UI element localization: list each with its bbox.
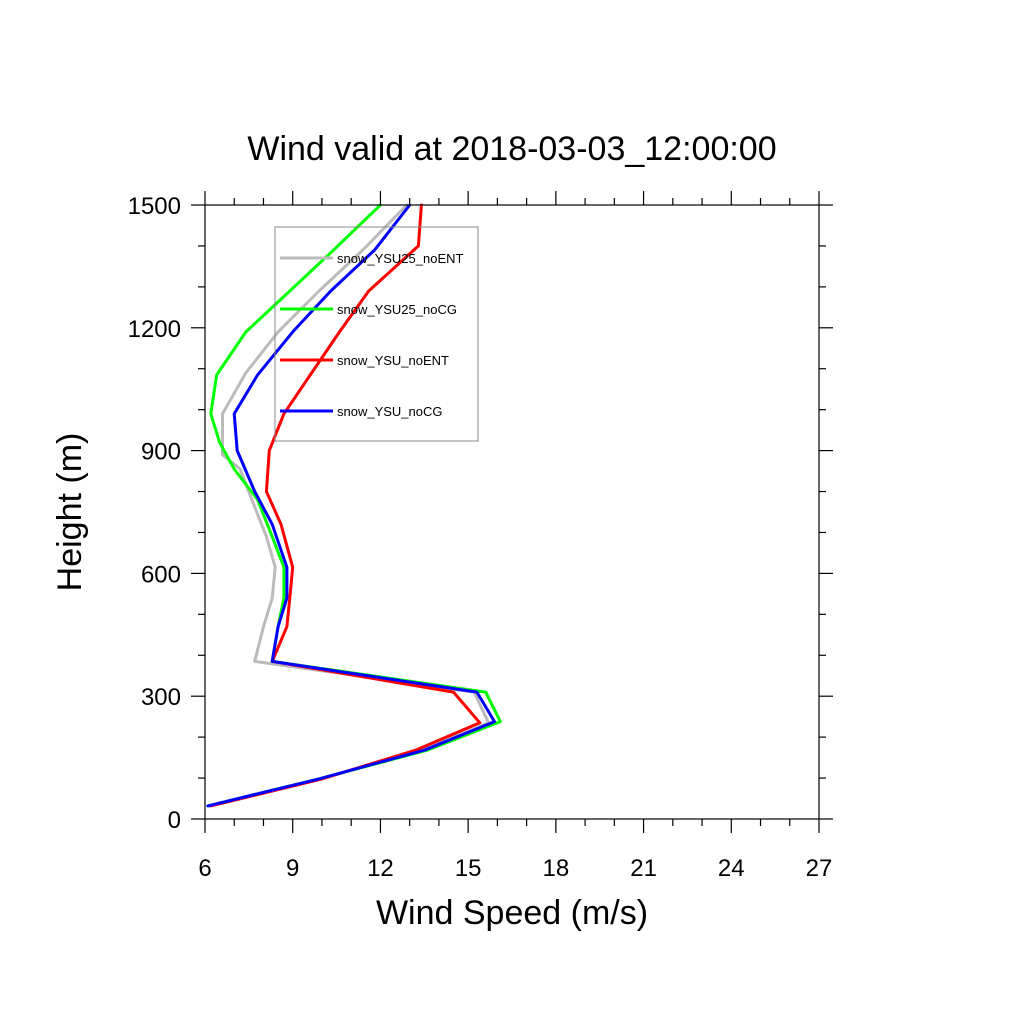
y-axis-label: Height (m) — [51, 433, 89, 592]
legend-label-0: snow_YSU25_noENT — [337, 251, 464, 266]
plot-frame — [204, 204, 820, 820]
legend-label-3: snow_YSU_noCG — [337, 404, 443, 419]
legend-label-2: snow_YSU_noENT — [337, 353, 449, 368]
y-tick-label: 600 — [141, 561, 181, 588]
y-tick-label: 1200 — [128, 316, 181, 343]
x-tick-label: 21 — [630, 855, 657, 882]
series-layer — [206, 203, 502, 808]
x-axis-label: Wind Speed (m/s) — [376, 894, 648, 932]
series-line-2 — [209, 203, 482, 808]
series-line-3 — [206, 203, 496, 808]
x-tick-label: 9 — [286, 855, 299, 882]
chart-title: Wind valid at 2018-03-03_12:00:00 — [247, 130, 776, 168]
y-tick-label: 1500 — [128, 193, 181, 220]
series-line-1 — [206, 203, 502, 808]
y-tick-label: 0 — [168, 807, 181, 834]
x-tick-label: 27 — [806, 855, 833, 882]
x-tick-label: 12 — [367, 855, 394, 882]
series-line-0 — [206, 203, 491, 808]
x-tick-label: 24 — [718, 855, 745, 882]
x-tick-label: 6 — [198, 855, 211, 882]
x-tick-label: 15 — [455, 855, 482, 882]
y-tick-label: 900 — [141, 439, 181, 466]
legend: snow_YSU25_noENT snow_YSU25_noCG snow_YSU_… — [274, 226, 479, 442]
legend-label-1: snow_YSU25_noCG — [337, 302, 457, 317]
legend-box — [274, 226, 479, 442]
y-tick-label: 300 — [141, 684, 181, 711]
axes-layer: 6 9 12 15 18 21 24 27 0 300 600 900 1200 1500 — [128, 191, 833, 882]
x-tick-label: 18 — [543, 855, 570, 882]
